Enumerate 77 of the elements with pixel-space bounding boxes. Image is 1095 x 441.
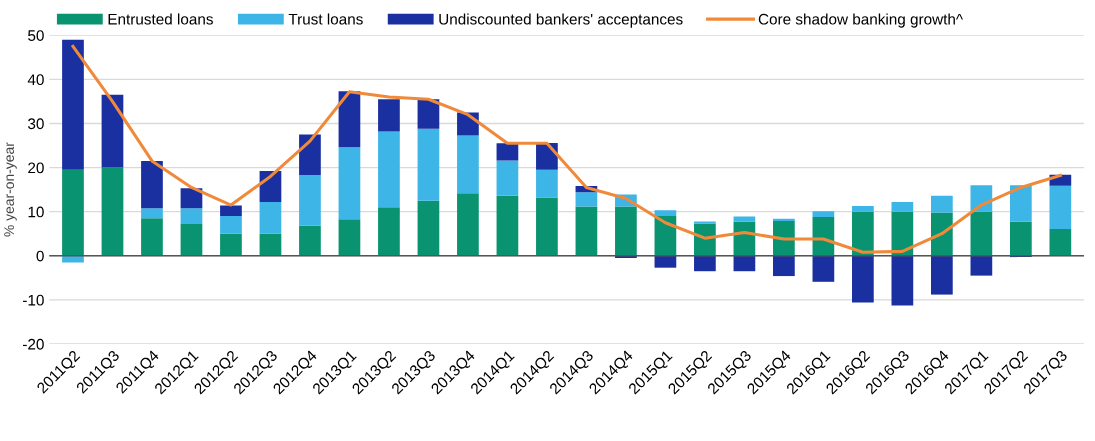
bar (496, 143, 519, 161)
bar (694, 255, 716, 272)
y-tick-label: 50 (28, 30, 44, 41)
bar (694, 221, 716, 224)
bar (615, 206, 637, 256)
y-tick-label: -10 (23, 294, 44, 306)
y-tick-label: 30 (28, 118, 44, 130)
y-axis-title: % year-on-year (4, 142, 17, 237)
bar (891, 201, 914, 212)
y-tick-label: 0 (36, 250, 44, 262)
bar (496, 195, 519, 256)
bar (812, 255, 835, 282)
bar (62, 169, 84, 256)
bar (575, 192, 598, 207)
bar (338, 147, 361, 220)
bar (931, 255, 953, 295)
bar (141, 218, 163, 256)
bar (180, 224, 203, 256)
bar (101, 167, 124, 256)
bar (575, 206, 598, 256)
bar (299, 225, 321, 256)
legend-label: Trust loans (288, 13, 363, 25)
bar (457, 193, 479, 256)
bar (536, 169, 558, 198)
bar (1010, 185, 1032, 222)
bar (417, 99, 440, 129)
bar (654, 255, 677, 268)
bar (417, 200, 440, 256)
bar (1049, 228, 1072, 256)
bar (299, 175, 321, 226)
bar (536, 197, 558, 256)
bar (852, 205, 874, 212)
bar (259, 233, 282, 256)
legend-label: Undiscounted bankers' acceptances (439, 13, 683, 28)
bar (141, 208, 163, 219)
legend-label: Entrusted loans (108, 13, 213, 25)
bar (259, 201, 282, 234)
bar (338, 219, 361, 256)
y-tick-label: 40 (27, 74, 44, 86)
bar (101, 94, 124, 168)
bar (773, 255, 795, 277)
bar (299, 134, 321, 176)
bar (496, 160, 519, 196)
bar (378, 207, 400, 256)
y-tick-label: 20 (28, 162, 44, 174)
bar (812, 211, 835, 217)
bar (417, 128, 440, 201)
bar (654, 210, 677, 217)
bar (1049, 185, 1072, 229)
bar (62, 255, 84, 263)
bar (733, 216, 756, 222)
legend-label: Core shadow banking growth^ (758, 13, 963, 28)
y-tick-label: 10 (28, 206, 44, 218)
bar (180, 208, 203, 225)
bar (852, 255, 874, 303)
bar (220, 233, 242, 256)
bar (852, 211, 874, 256)
y-tick-label: -20 (23, 338, 44, 350)
bar (220, 205, 242, 217)
bar (141, 160, 163, 209)
bar (931, 195, 953, 213)
bar (615, 255, 637, 258)
bar (931, 212, 953, 256)
bar (62, 39, 84, 170)
line-series (71, 44, 1062, 254)
bar (970, 255, 993, 276)
bar (1010, 221, 1032, 256)
bar (891, 255, 914, 306)
bar (378, 131, 400, 208)
bar (220, 216, 242, 234)
bar (970, 211, 993, 256)
bar (733, 255, 756, 272)
bar (180, 188, 203, 209)
bar (338, 91, 361, 148)
bar (457, 135, 479, 194)
bar (773, 218, 795, 221)
bar (378, 99, 400, 132)
